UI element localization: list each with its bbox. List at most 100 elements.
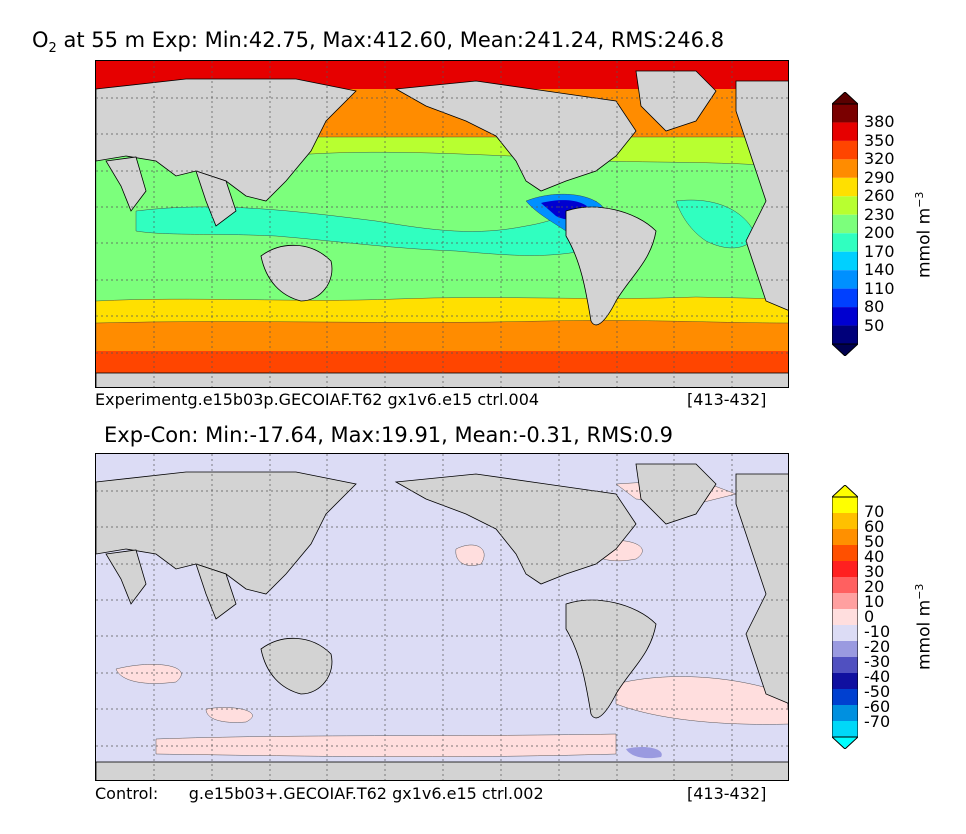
colorbar-tick-label: 260 bbox=[864, 186, 895, 206]
colorbar-segment bbox=[832, 657, 858, 673]
colorbar-segment bbox=[832, 593, 858, 609]
colorbar-over-arrow bbox=[832, 485, 858, 498]
colorbar-segment bbox=[832, 497, 858, 513]
land-south-america bbox=[565, 206, 657, 326]
colorbar-tick-label: 230 bbox=[864, 204, 895, 224]
colorbar-tick-label: -60 bbox=[864, 697, 891, 716]
colorbar-tick-label: 0 bbox=[864, 607, 875, 626]
colorbar-segment bbox=[832, 214, 858, 234]
panel1-colorbar bbox=[832, 92, 858, 356]
colorbar-tick-label: 320 bbox=[864, 149, 895, 169]
diff-negative-patch bbox=[626, 746, 662, 759]
colorbar-segment bbox=[832, 721, 858, 737]
colorbar-tick-label: 50 bbox=[864, 532, 885, 551]
colorbar-segment bbox=[832, 561, 858, 577]
land-australia bbox=[260, 637, 333, 695]
panel2-map-svg bbox=[96, 454, 788, 780]
panel2-title: Exp-Con: Min:-17.64, Max:19.91, Mean:-0.… bbox=[104, 423, 674, 447]
colorbar-segment bbox=[832, 159, 858, 178]
colorbar-tick-label: -10 bbox=[864, 622, 891, 641]
pos-patch-4 bbox=[115, 664, 182, 684]
graticule bbox=[96, 61, 788, 387]
land-europe-africa bbox=[735, 80, 788, 311]
pos-patch-7 bbox=[155, 733, 617, 757]
land-antarctica bbox=[96, 761, 788, 780]
panel1-colorbar-unit: mmol m−3 bbox=[913, 191, 935, 278]
colorbar-tick-label: 40 bbox=[864, 547, 885, 566]
graticule bbox=[96, 454, 788, 780]
colorbar-under-arrow bbox=[832, 736, 858, 749]
panel1-title: O2 at 55 m Exp: Min:42.75, Max:412.60, M… bbox=[32, 28, 725, 57]
colorbar-segment bbox=[832, 122, 858, 141]
panel1-map bbox=[95, 60, 789, 388]
land-se-asia bbox=[195, 563, 237, 620]
colorbar-segment bbox=[832, 545, 858, 561]
panel1-caption-right: [413-432] bbox=[687, 390, 767, 409]
colorbar-tick-label: 60 bbox=[864, 517, 885, 536]
colorbar-segment bbox=[832, 673, 858, 689]
colorbar-segment bbox=[832, 689, 858, 705]
colorbar-tick-label: 140 bbox=[864, 260, 895, 280]
panel2-colorbar bbox=[832, 485, 858, 749]
colorbar-segment bbox=[832, 529, 858, 545]
colorbar-segment bbox=[832, 307, 858, 326]
panel2-colorbar-unit: mmol m−3 bbox=[913, 583, 935, 670]
colorbar-tick-label: -50 bbox=[864, 682, 891, 701]
colorbar-segment bbox=[832, 641, 858, 657]
land-india bbox=[105, 156, 147, 212]
pos-patch-5 bbox=[205, 707, 253, 723]
colorbar-tick-label: -70 bbox=[864, 712, 891, 731]
land-asia bbox=[96, 471, 357, 595]
colorbar-segment bbox=[832, 270, 858, 289]
colorbar-segment bbox=[832, 513, 858, 529]
land-south-america bbox=[565, 599, 657, 719]
colorbar-segment bbox=[832, 196, 858, 215]
colorbar-segment bbox=[832, 233, 858, 252]
colorbar-tick-label: 290 bbox=[864, 167, 895, 187]
colorbar-tick-label: -30 bbox=[864, 652, 891, 671]
land-australia bbox=[260, 244, 333, 302]
panel2-caption-left: Control: g.e15b03+.GECOIAF.T62 gx1v6.e15… bbox=[95, 784, 544, 803]
land-greenland bbox=[635, 70, 717, 132]
panel2-caption-right: [413-432] bbox=[687, 784, 767, 803]
colorbar-tick-label: 350 bbox=[864, 130, 895, 150]
colorbar-tick-label: 30 bbox=[864, 562, 885, 581]
colorbar-segment bbox=[832, 625, 858, 641]
band-tropic-atlantic bbox=[675, 199, 757, 249]
colorbar-tick-label: -40 bbox=[864, 667, 891, 686]
colorbar-tick-label: 70 bbox=[864, 502, 885, 521]
colorbar-tick-label: 10 bbox=[864, 592, 885, 611]
colorbar-tick-label: 170 bbox=[864, 241, 895, 261]
colorbar-tick-label: -20 bbox=[864, 637, 891, 656]
land-north-america bbox=[394, 80, 637, 192]
colorbar-segment bbox=[832, 104, 858, 123]
colorbar-tick-label: 110 bbox=[864, 278, 895, 298]
colorbar-segment bbox=[832, 288, 858, 308]
colorbar-tick-label: 20 bbox=[864, 577, 885, 596]
panel2-map bbox=[95, 453, 789, 781]
land-masses bbox=[96, 70, 788, 387]
pos-patch-6 bbox=[615, 676, 788, 725]
panel1-map-svg bbox=[96, 61, 788, 387]
land-north-america bbox=[394, 473, 637, 585]
colorbar-segment bbox=[832, 140, 858, 160]
colorbar-tick-label: 50 bbox=[864, 315, 885, 335]
colorbar-segment bbox=[832, 609, 858, 625]
land-antarctica bbox=[96, 372, 788, 387]
colorbar-over-arrow bbox=[832, 92, 858, 105]
land-se-asia bbox=[195, 170, 237, 227]
colorbar-segment bbox=[832, 705, 858, 721]
colorbar-segment bbox=[832, 251, 858, 271]
land-masses bbox=[96, 463, 788, 780]
colorbar-tick-label: 80 bbox=[864, 297, 885, 317]
panel1-caption-left: Experimentg.e15b03p.GECOIAF.T62 gx1v6.e1… bbox=[95, 390, 540, 409]
land-greenland bbox=[635, 463, 717, 525]
colorbar-segment bbox=[832, 177, 858, 197]
land-india bbox=[105, 549, 147, 605]
colorbar-under-arrow bbox=[832, 343, 858, 356]
colorbar-tick-label: 380 bbox=[864, 112, 895, 132]
colorbar-tick-label: 200 bbox=[864, 223, 895, 243]
band-south-temperate bbox=[96, 296, 788, 327]
colorbar-segment bbox=[832, 577, 858, 593]
colorbar-segment bbox=[832, 325, 858, 344]
